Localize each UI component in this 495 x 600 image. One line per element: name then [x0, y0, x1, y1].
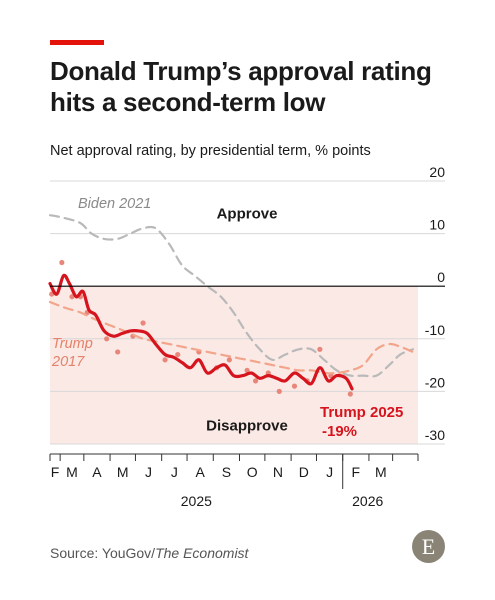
data-point — [317, 346, 323, 352]
x-month-label: M — [375, 464, 387, 480]
x-month-label: M — [66, 464, 78, 480]
source-note: Source: YouGov/The Economist — [50, 545, 248, 561]
data-point — [226, 357, 232, 363]
x-month-label: D — [299, 464, 309, 480]
x-month-label: A — [92, 464, 102, 480]
data-point — [115, 349, 121, 355]
x-month-label: N — [273, 464, 283, 480]
data-point — [291, 383, 298, 389]
data-point — [140, 320, 146, 326]
trump-2017-label: Trump — [52, 336, 93, 352]
y-tick-label: 0 — [437, 269, 445, 285]
data-point — [276, 388, 282, 394]
trump-2025-label: Trump 2025 — [320, 404, 403, 421]
series-line-biden-2021 — [48, 214, 414, 378]
series-line-trump-2025 — [48, 273, 354, 391]
x-month-label: M — [117, 464, 129, 480]
chart-title: Donald Trump’s approval rating hits a se… — [50, 56, 432, 117]
y-tick-label: -30 — [425, 427, 445, 443]
economist-logo: EE — [412, 530, 445, 563]
data-point — [244, 367, 250, 373]
x-month-label: J — [171, 464, 178, 480]
source-publication: The Economist — [155, 545, 249, 561]
x-month-label: J — [145, 464, 152, 480]
x-year-label: 2026 — [352, 493, 383, 509]
y-tick-label: -10 — [425, 322, 445, 338]
x-month-label: O — [247, 464, 258, 480]
data-point — [347, 391, 353, 397]
source-prefix: Source: YouGov/ — [50, 545, 156, 561]
x-month-label: S — [222, 464, 231, 480]
accent-bar — [50, 40, 104, 45]
x-month-label: A — [195, 464, 205, 480]
data-point — [104, 336, 110, 342]
data-point — [59, 259, 65, 266]
chart-subtitle: Net approval rating, by presidential ter… — [50, 143, 371, 159]
data-point — [162, 357, 168, 363]
data-point — [252, 378, 259, 384]
y-tick-label: 20 — [429, 164, 445, 180]
data-point — [175, 351, 181, 358]
x-month-label: F — [51, 464, 60, 480]
y-tick-label: -20 — [425, 374, 445, 390]
series-line-trump-2017 — [48, 300, 414, 375]
trump-2017-label: 2017 — [51, 354, 85, 370]
trump-2025-value-label: -19% — [322, 423, 357, 440]
approve-label: Approve — [217, 206, 278, 223]
x-year-label: 2025 — [181, 493, 212, 509]
y-tick-label: 10 — [429, 217, 445, 233]
x-month-label: F — [352, 464, 361, 480]
disapprove-label: Disapprove — [206, 418, 288, 435]
biden-2021-label: Biden 2021 — [78, 196, 151, 212]
x-month-label: J — [326, 464, 333, 480]
